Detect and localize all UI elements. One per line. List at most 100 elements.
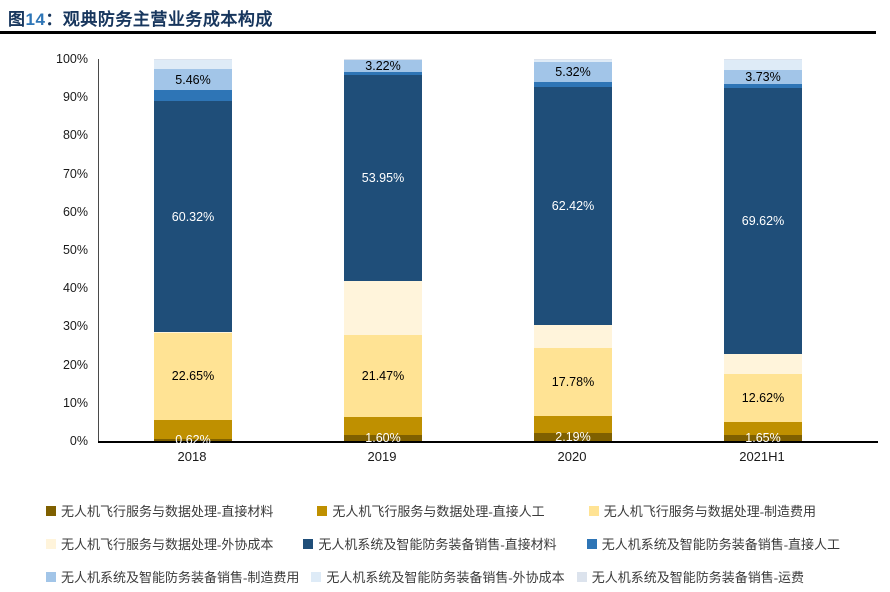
legend-row: 无人机飞行服务与数据处理-直接材料 无人机飞行服务与数据处理-直接人工 无人机飞行服… [46, 494, 890, 527]
bar-segment-series7: 3.73% [724, 70, 802, 85]
bar-segment-series9 [724, 59, 802, 61]
legend-label: 无人机飞行服务与数据处理-制造费用 [603, 504, 817, 519]
bar-segment-series6 [154, 90, 232, 102]
y-axis-label: 20% [62, 357, 88, 372]
legend-swatch-icon [576, 571, 587, 582]
plot-area: 0.62% 22.65% 60.32% 5.46% 1.60% 21.47% 53.95% 3… [98, 59, 877, 447]
bar-segment-series3: 17.78% [534, 348, 612, 417]
legend-swatch-icon [46, 505, 56, 516]
data-label: 1.60% [365, 430, 401, 445]
bar-2020: 2.19% 17.78% 62.42% 5.32% [534, 59, 612, 444]
x-axis-label: 2018 [177, 449, 207, 464]
y-axis-label: 90% [62, 90, 88, 105]
legend-swatch-icon [46, 571, 56, 582]
legend-item: 无人机系统及智能防务装备销售-直接人工 [586, 534, 841, 553]
legend-label: 无人机飞行服务与数据处理-外协成本 [61, 537, 274, 552]
bar-segment-series6 [724, 84, 802, 89]
bar-segment-series6 [344, 72, 422, 75]
legend-item: 无人机系统及智能防务装备销售-制造费用 [46, 567, 299, 586]
bar-segment-series5: 69.62% [724, 88, 802, 355]
bar-segment-series5: 62.42% [534, 86, 612, 326]
data-label: 5.46% [175, 72, 211, 87]
title-text: 观典防务主营业务成本构成 [62, 10, 273, 29]
bar-segment-series7: 3.22% [344, 59, 422, 73]
legend-item: 无人机系统及智能防务装备销售-运费 [576, 567, 805, 586]
x-axis-label: 2019 [367, 449, 397, 464]
legend-label: 无人机系统及智能防务装备销售-运费 [591, 570, 805, 585]
legend-swatch-icon [311, 571, 322, 582]
x-axis-label: 2020 [557, 449, 587, 464]
bar-segment-series7: 5.32% [534, 61, 612, 82]
legend-item: 无人机系统及智能防务装备销售-外协成本 [311, 567, 565, 586]
legend-item: 无人机飞行服务与数据处理-制造费用 [588, 501, 817, 520]
bar-segment-series4 [724, 354, 802, 375]
bar-segment-series9 [154, 59, 232, 61]
data-label: 21.47% [361, 369, 405, 384]
y-axis-label: 100% [56, 52, 88, 66]
bar-segment-series2 [154, 419, 232, 439]
y-axis-label: 30% [62, 319, 88, 334]
y-axis-label: 0% [69, 434, 88, 448]
data-label: 2.19% [555, 429, 591, 444]
legend-item: 无人机飞行服务与数据处理-直接人工 [317, 501, 545, 520]
legend-label: 无人机系统及智能防务装备销售-制造费用 [61, 570, 300, 585]
bar-segment-series4 [344, 281, 422, 336]
data-label: 5.32% [555, 64, 591, 79]
bar-segment-series2 [344, 417, 422, 435]
legend-item: 无人机飞行服务与数据处理-外协成本 [46, 534, 273, 553]
legend-row: 无人机飞行服务与数据处理-外协成本 无人机系统及智能防务装备销售-直接材料 无人机系… [46, 527, 890, 560]
legend-swatch-icon [303, 538, 314, 549]
x-axis-line [98, 441, 878, 443]
legend-swatch-icon [586, 538, 597, 549]
title-prefix: 图 [8, 10, 26, 29]
legend-label: 无人机系统及智能防务装备销售-外协成本 [326, 570, 565, 585]
data-label: 53.95% [361, 171, 405, 186]
title-underline [0, 31, 876, 34]
y-axis-label: 80% [62, 128, 88, 143]
bar-segment-series3: 21.47% [344, 335, 422, 418]
bar-2018: 0.62% 22.65% 60.32% 5.46% [154, 59, 232, 447]
bar-2021H1: 1.65% 12.62% 69.62% 3.73% [724, 59, 802, 445]
bar-segment-series2 [534, 416, 612, 433]
bar-segment-series6 [534, 81, 612, 87]
legend-row: 无人机系统及智能防务装备销售-制造费用 无人机系统及智能防务装备销售-外协成本 无人… [46, 560, 890, 592]
data-label: 62.42% [551, 199, 595, 214]
bar-segment-series3: 22.65% [154, 333, 232, 420]
bar-segment-series1: 1.65% [724, 431, 802, 445]
legend-label: 无人机飞行服务与数据处理-直接材料 [61, 504, 274, 519]
data-label: 12.62% [741, 391, 785, 406]
legend-swatch-icon [588, 505, 599, 516]
bar-segment-series7: 5.46% [154, 69, 232, 91]
data-label: 1.65% [745, 430, 781, 445]
bar-segment-series5: 53.95% [344, 74, 422, 282]
y-axis-label: 60% [62, 204, 88, 219]
bar-segment-series8 [154, 60, 232, 70]
data-label: 0.62% [175, 432, 211, 447]
legend-label: 无人机系统及智能防务装备销售-直接材料 [318, 537, 557, 552]
bar-segment-series1: 1.60% [344, 431, 422, 445]
y-axis-label: 70% [62, 166, 88, 181]
legend-item: 无人机飞行服务与数据处理-直接材料 [46, 501, 273, 520]
bar-segment-series4 [154, 331, 232, 334]
y-axis-label: 40% [62, 281, 88, 296]
y-axis-label: 10% [62, 395, 88, 410]
data-label: 22.65% [171, 369, 215, 384]
title-colon: ： [45, 10, 63, 29]
bar-segment-series8 [344, 59, 422, 60]
data-label: 69.62% [741, 214, 785, 229]
data-label: 60.32% [171, 209, 215, 224]
legend-label: 无人机系统及智能防务装备销售-直接人工 [601, 537, 841, 552]
data-label: 17.78% [551, 375, 595, 390]
bar-segment-series8 [724, 60, 802, 71]
legend-swatch-icon [317, 505, 328, 516]
legend-item: 无人机系统及智能防务装备销售-直接材料 [303, 534, 557, 553]
title-number: 14 [25, 10, 46, 29]
bar-2019: 1.60% 21.47% 53.95% 3.22% [344, 59, 422, 445]
legend-label: 无人机飞行服务与数据处理-直接人工 [332, 504, 545, 519]
legend: 无人机飞行服务与数据处理-直接材料 无人机飞行服务与数据处理-直接人工 无人机飞行服… [46, 494, 890, 592]
bar-segment-series1: 0.62% [154, 433, 232, 447]
legend-swatch-icon [46, 538, 56, 549]
bar-segment-series3: 12.62% [724, 374, 802, 423]
bar-segment-series9 [534, 59, 612, 61]
